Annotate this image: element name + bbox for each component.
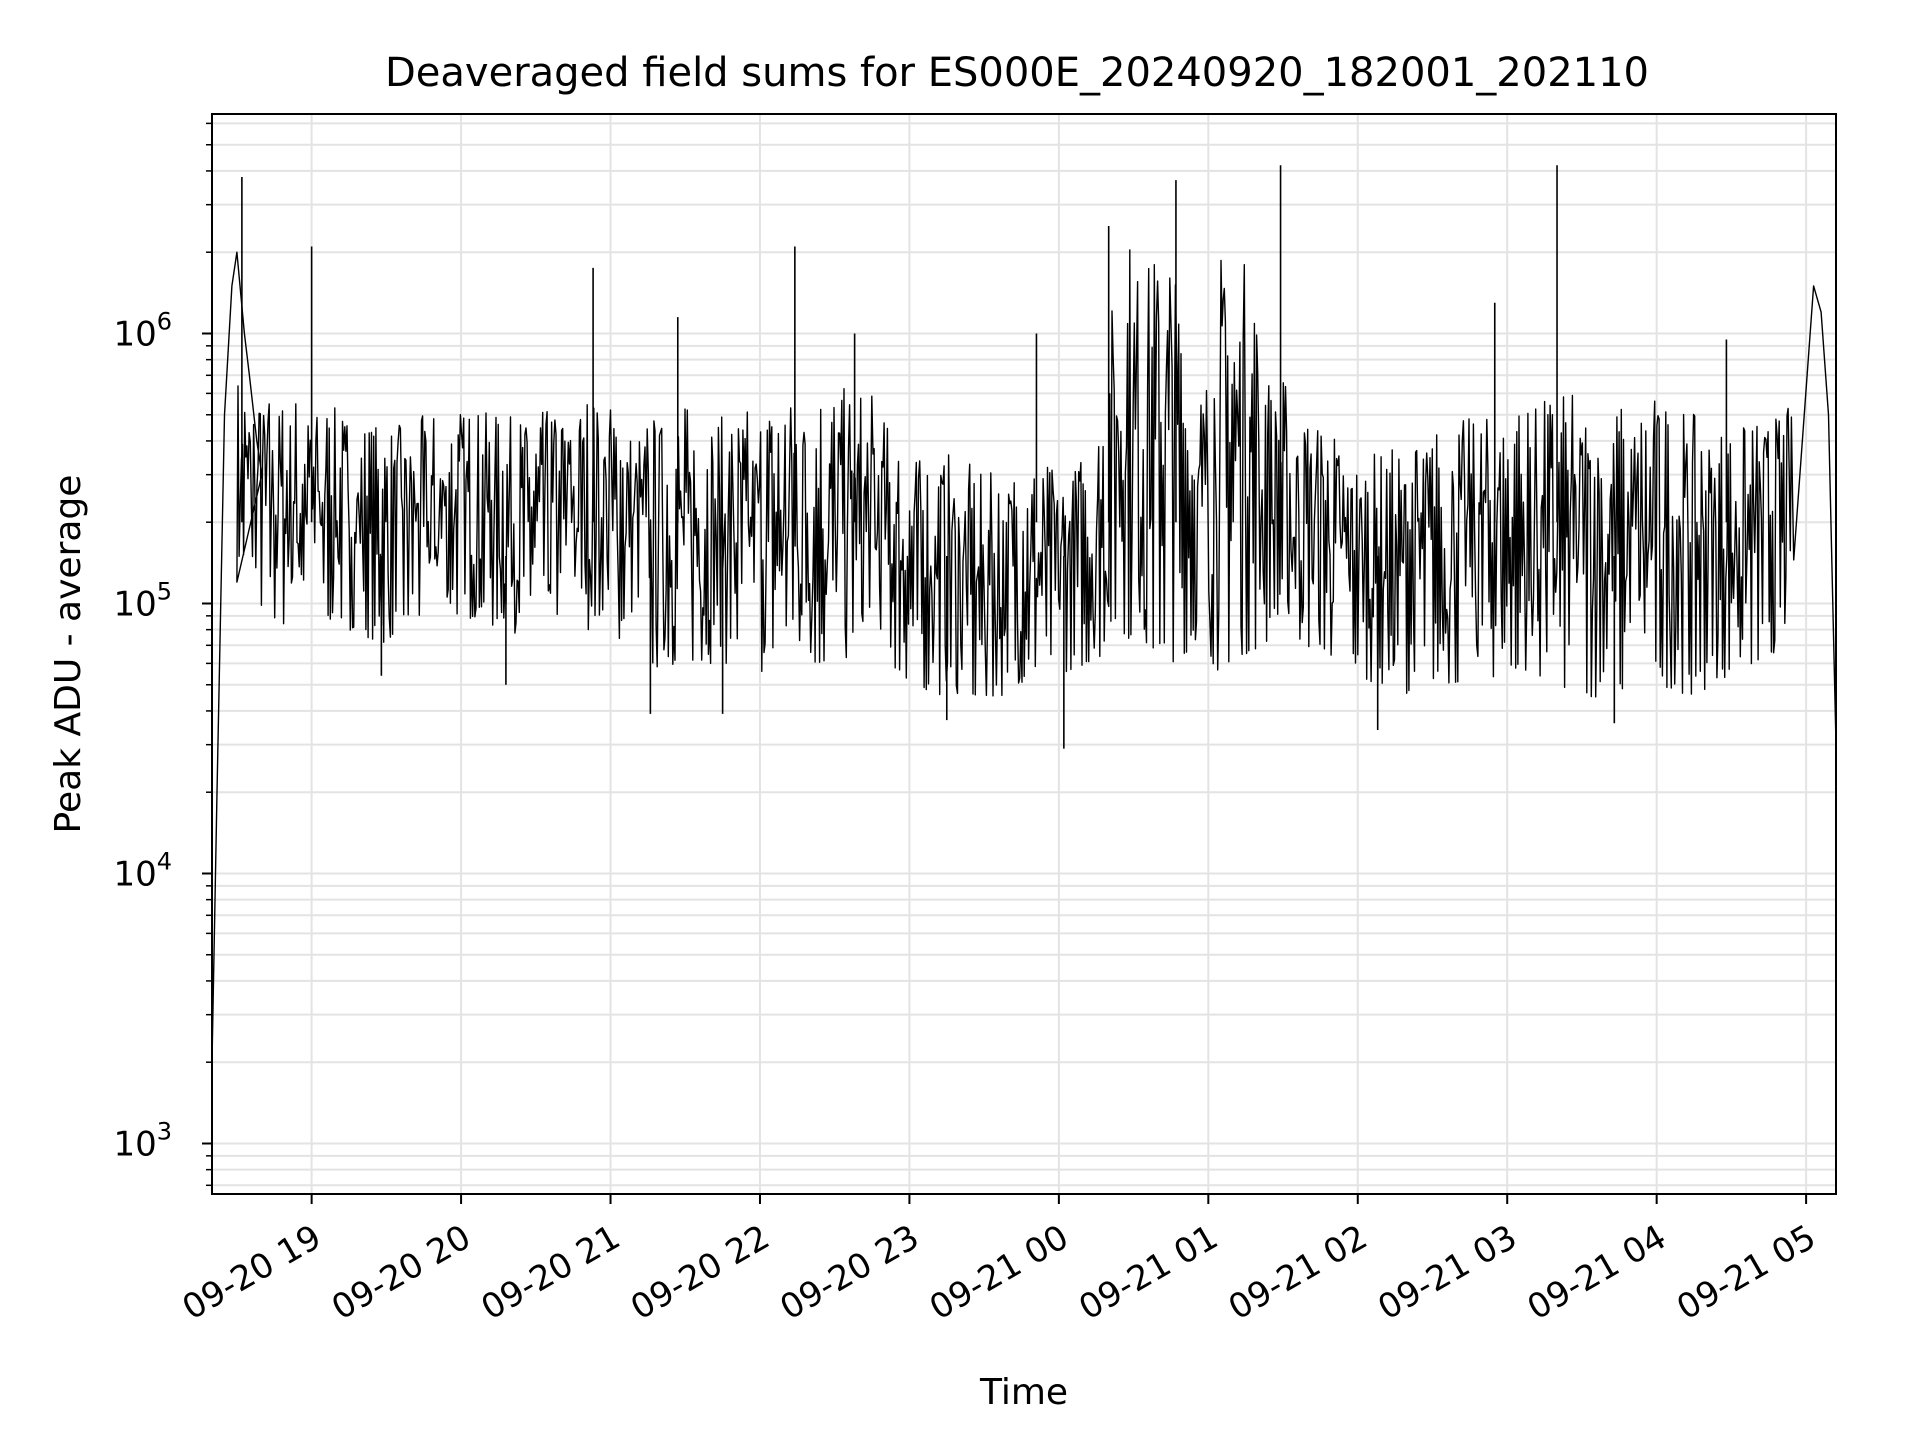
y-tick-label: 106 bbox=[113, 307, 172, 354]
y-tick-base: 10 bbox=[113, 314, 156, 354]
y-tick-label: 105 bbox=[113, 577, 172, 624]
y-tick-label: 103 bbox=[113, 1117, 172, 1164]
y-tick-base: 10 bbox=[113, 584, 156, 624]
y-tick-base: 10 bbox=[113, 854, 156, 894]
y-tick-exponent: 5 bbox=[157, 577, 172, 605]
y-tick-exponent: 4 bbox=[157, 847, 172, 875]
y-tick-exponent: 6 bbox=[157, 307, 172, 335]
chart-title: Deaveraged field sums for ES000E_2024092… bbox=[385, 50, 1649, 96]
plot-frame bbox=[211, 113, 1837, 1195]
y-tick-base: 10 bbox=[113, 1124, 156, 1164]
y-axis-label: Peak ADU - average bbox=[48, 475, 89, 834]
x-axis-label: Time bbox=[979, 1372, 1068, 1413]
y-tick-exponent: 3 bbox=[157, 1117, 172, 1145]
data-line bbox=[211, 249, 1837, 1063]
series-layer bbox=[211, 165, 1837, 1063]
y-tick-label: 104 bbox=[113, 847, 172, 894]
